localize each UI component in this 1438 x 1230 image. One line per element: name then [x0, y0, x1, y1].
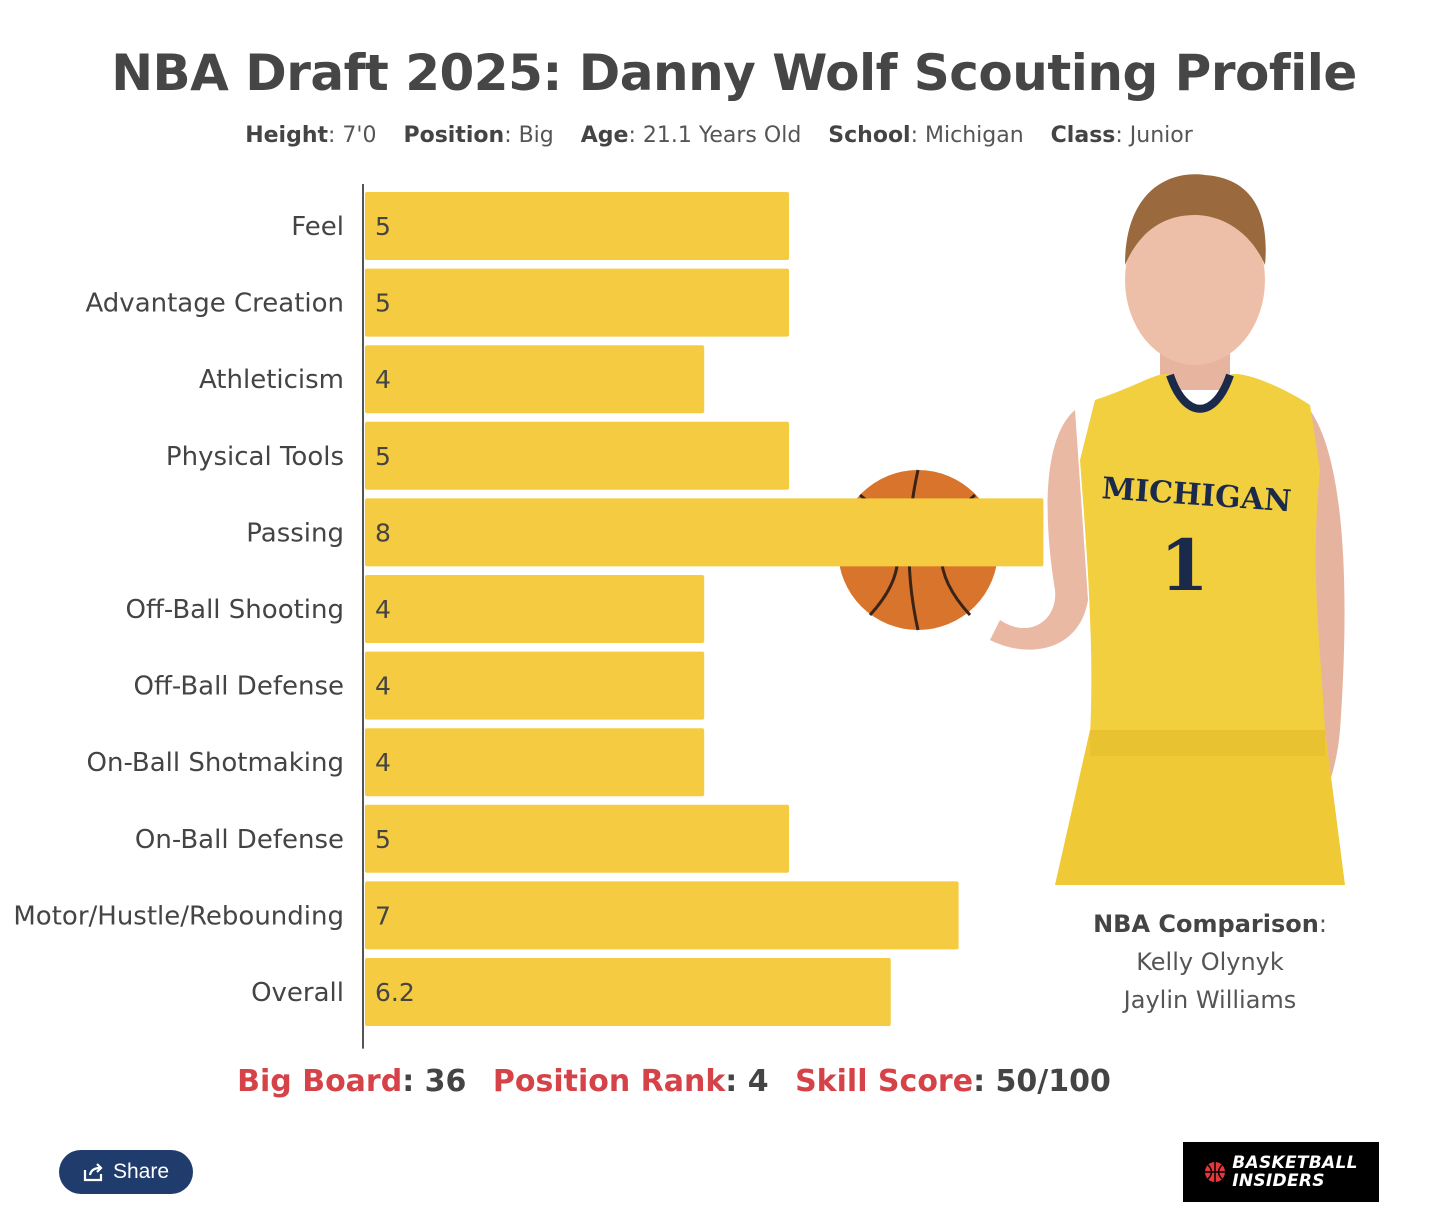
- data-label: 8: [375, 518, 391, 547]
- svg-text:1: 1: [1160, 524, 1209, 607]
- data-label: 4: [375, 672, 391, 701]
- share-button[interactable]: Share: [59, 1150, 193, 1194]
- page-title: NBA Draft 2025: Danny Wolf Scouting Prof…: [111, 44, 1357, 102]
- category-label: On-Ball Defense: [135, 825, 344, 855]
- data-label: 4: [375, 748, 391, 777]
- data-label: 5: [375, 825, 391, 854]
- skills-bar-chart: 5 Feel 5 Advantage Creation 4 Athleticism 5 Phy…: [13, 184, 1044, 1049]
- bar-passing: [365, 498, 1044, 567]
- category-label: On-Ball Shotmaking: [87, 748, 345, 778]
- category-label: Off-Ball Defense: [133, 672, 344, 702]
- bar-motor-hustle-rebounding: [365, 881, 959, 950]
- bar-advantage-creation: [365, 268, 789, 337]
- meta-position: Position: Big: [403, 123, 554, 148]
- data-label: 7: [375, 901, 391, 930]
- bar-on-ball-shotmaking: [365, 728, 705, 797]
- logo-text: BASKETBALL INSIDERS: [1232, 1153, 1358, 1191]
- bar-off-ball-defense: [365, 651, 705, 720]
- category-label: Athleticism: [199, 365, 344, 395]
- share-icon: [83, 1163, 103, 1182]
- category-label: Motor/Hustle/Rebounding: [13, 901, 344, 931]
- meta-age: Age: 21.1 Years Old: [580, 123, 802, 148]
- comparison-player-1: Kelly Olynyk: [1136, 948, 1284, 976]
- data-label: 4: [375, 595, 391, 624]
- comparison-heading: NBA Comparison:: [1093, 910, 1327, 938]
- meta-school: School: Michigan: [828, 123, 1024, 148]
- rank-summary: Big Board: 36 Position Rank: 4 Skill Sco…: [0, 1064, 1438, 1099]
- category-label: Advantage Creation: [85, 289, 344, 319]
- data-label: 5: [375, 212, 391, 241]
- position-rank: Position Rank: 4: [492, 1064, 769, 1099]
- meta-height: Height: 7'0: [245, 123, 377, 148]
- data-label: 4: [375, 365, 391, 394]
- bar-physical-tools: [365, 421, 789, 490]
- player-meta: Height: 7'0 Position: Big Age: 21.1 Year…: [0, 123, 1438, 148]
- share-label: Share: [112, 1160, 170, 1183]
- data-label: 5: [375, 442, 391, 471]
- category-label: Overall: [251, 978, 344, 1008]
- nba-comparison: NBA Comparison: Kelly Olynyk Jaylin Will…: [1060, 905, 1360, 1019]
- data-label: 6.2: [375, 978, 415, 1007]
- basketball-insiders-logo: BASKETBALL INSIDERS: [1183, 1142, 1379, 1202]
- category-label: Feel: [291, 212, 344, 242]
- data-label: 5: [375, 289, 391, 318]
- bar-overall: [365, 958, 891, 1026]
- bar-off-ball-shooting: [365, 575, 705, 643]
- bar-athleticism: [365, 345, 705, 414]
- meta-class: Class: Junior: [1050, 123, 1193, 148]
- big-board-rank: Big Board: 36: [237, 1064, 467, 1099]
- basketball-logo-icon: [1205, 1162, 1226, 1182]
- category-label: Off-Ball Shooting: [125, 595, 344, 625]
- skill-score: Skill Score: 50/100: [795, 1064, 1111, 1099]
- category-label: Passing: [246, 518, 344, 548]
- category-label: Physical Tools: [166, 442, 344, 472]
- bar-on-ball-defense: [365, 804, 789, 873]
- bar-feel: [365, 192, 789, 260]
- comparison-player-2: Jaylin Williams: [1123, 986, 1297, 1014]
